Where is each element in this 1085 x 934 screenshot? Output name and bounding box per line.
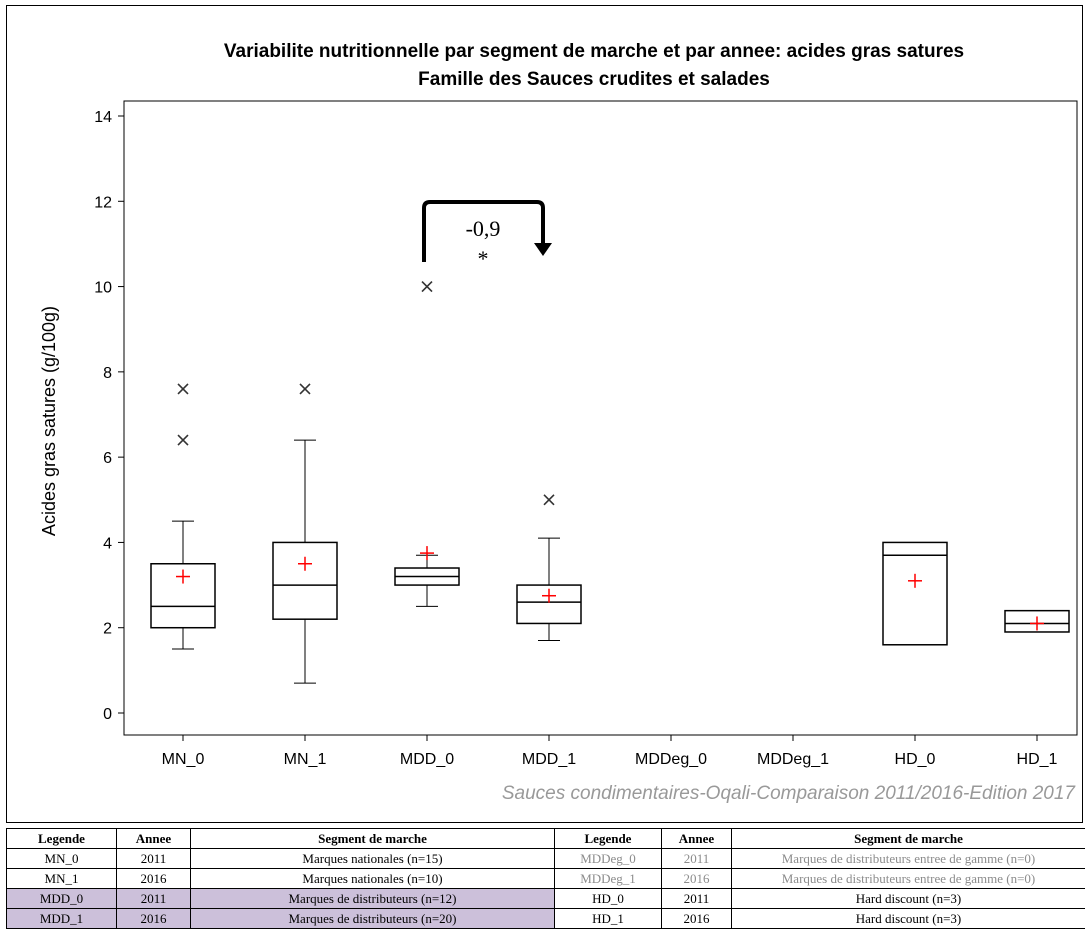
legende-cell: MN_0 [6, 848, 117, 869]
segment-cell: Marques nationales (n=15) [190, 848, 555, 869]
outlier-point [177, 434, 189, 446]
chart-footnote: Sauces condimentaires-Oqali-Comparaison … [502, 783, 1077, 804]
box-series [150, 281, 1070, 684]
iqr-box [150, 563, 216, 629]
x-tick-label: MDD_0 [400, 751, 454, 768]
header-segment-2: Segment de marche [731, 828, 1085, 849]
segment-cell: Marques de distributeurs entree de gamme… [731, 848, 1085, 869]
box-plot-chart: Variabilite nutritionnelle par segment d… [39, 41, 1078, 804]
segment-cell: Hard discount (n=3) [731, 908, 1085, 929]
header-segment: Segment de marche [190, 828, 555, 849]
y-tick-label: 2 [103, 621, 112, 638]
annotation-label: -0,9 [466, 216, 501, 241]
legende-cell: HD_0 [554, 888, 662, 909]
x-tick-label: HD_1 [1017, 751, 1058, 768]
x-tick-label: MDD_1 [522, 751, 576, 768]
segment-cell: Marques de distributeurs (n=12) [190, 888, 555, 909]
segment-cell: Marques nationales (n=10) [190, 868, 555, 889]
header-legende-2: Legende [554, 828, 662, 849]
plot-area [123, 100, 1078, 736]
legende-cell: MN_1 [6, 868, 117, 889]
y-tick-label: 4 [103, 535, 112, 552]
chart-frame: Variabilite nutritionnelle par segment d… [6, 5, 1083, 823]
box-hd-1 [1004, 609, 1070, 633]
difference-annotation: -0,9 * [422, 200, 552, 271]
header-annee-2: Annee [661, 828, 732, 849]
legende-cell: MDD_0 [6, 888, 117, 909]
table-row: MDD_1 2016 Marques de distributeurs (n=2… [6, 908, 1085, 929]
x-axis: MN_0 MN_1 MDD_0 MDD_1 MDDeg_0 MDDeg_1 HD_0 HD_1 [162, 735, 1058, 768]
segment-cell: Marques de distributeurs entree de gamme… [731, 868, 1085, 889]
table-row: MN_1 2016 Marques nationales (n=10) MDDe… [6, 868, 1085, 889]
annee-cell: 2016 [661, 868, 732, 889]
chart-subtitle: Famille des Sauces crudites et salades [418, 69, 770, 90]
table-row: MDD_0 2011 Marques de distributeurs (n=1… [6, 888, 1085, 909]
box-mdd-0 [394, 281, 460, 607]
annotation-arrowhead [534, 243, 552, 256]
iqr-box [516, 584, 582, 625]
legend-header-row: Legende Annee Segment de marche Legende … [6, 828, 1085, 849]
y-tick-label: 14 [94, 109, 112, 126]
annee-cell: 2011 [661, 888, 732, 909]
header-legende: Legende [6, 828, 117, 849]
x-tick-label: MN_1 [284, 751, 327, 768]
legende-cell: MDDeg_1 [554, 868, 662, 889]
legende-cell: MDDeg_0 [554, 848, 662, 869]
table-row: MN_0 2011 Marques nationales (n=15) MDDe… [6, 848, 1085, 869]
iqr-box [1004, 609, 1070, 633]
legende-cell: HD_1 [554, 908, 662, 929]
y-axis: 0 2 4 6 8 10 12 14 [94, 109, 124, 723]
y-tick-label: 8 [103, 365, 112, 382]
outlier-point [177, 383, 189, 395]
segment-cell: Marques de distributeurs (n=20) [190, 908, 555, 929]
annee-cell: 2016 [116, 908, 191, 929]
x-tick-label: MDDeg_0 [635, 751, 707, 768]
iqr-box [272, 541, 338, 620]
annotation-bracket [422, 200, 545, 262]
y-tick-label: 0 [103, 706, 112, 723]
y-axis-label: Acides gras satures (g/100g) [39, 306, 59, 536]
x-tick-label: HD_0 [895, 751, 936, 768]
annee-cell: 2011 [116, 848, 191, 869]
outlier-point [421, 281, 433, 293]
annee-cell: 2016 [661, 908, 732, 929]
outlier-point [543, 494, 555, 506]
outlier-point [299, 383, 311, 395]
y-tick-label: 12 [94, 194, 112, 211]
annee-cell: 2016 [116, 868, 191, 889]
y-tick-label: 10 [94, 280, 112, 297]
box-hd-0 [882, 541, 948, 646]
annee-cell: 2011 [661, 848, 732, 869]
annotation-significance: * [478, 246, 489, 271]
legend-table: Legende Annee Segment de marche Legende … [6, 828, 1085, 929]
segment-cell: Hard discount (n=3) [731, 888, 1085, 909]
header-annee: Annee [116, 828, 191, 849]
y-tick-label: 6 [103, 450, 112, 467]
iqr-box [882, 541, 948, 646]
annee-cell: 2011 [116, 888, 191, 909]
legende-cell: MDD_1 [6, 908, 117, 929]
box-mdd-1 [516, 494, 582, 642]
x-tick-label: MN_0 [162, 751, 205, 768]
chart-title: Variabilite nutritionnelle par segment d… [224, 41, 964, 62]
x-tick-label: MDDeg_1 [757, 751, 829, 768]
box-mn-1 [272, 383, 338, 684]
box-mn-0 [150, 383, 216, 650]
